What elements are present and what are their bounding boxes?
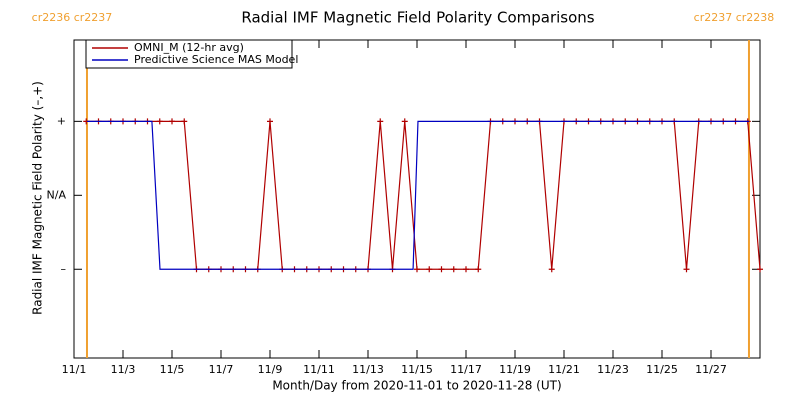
x-tick-label: 11/17 [450,363,482,376]
x-tick-label: 11/5 [160,363,185,376]
data-point [267,118,273,125]
y-tick-label: + [57,114,66,127]
data-point [401,118,408,125]
x-tick-label: 11/19 [499,363,531,376]
boundary-label: cr2236 cr2237 [32,11,113,24]
x-tick-label: 11/15 [401,363,433,376]
x-tick-label: 11/27 [695,363,727,376]
data-point [377,118,384,125]
x-tick-label: 11/3 [111,363,136,376]
data-point [169,118,175,125]
x-tick-label: 11/25 [646,363,678,376]
series-line [86,120,761,270]
x-tick-label: 11/23 [597,363,629,376]
data-point [683,266,690,273]
legend-box [85,39,293,69]
chart-title: Radial IMF Magnetic Field Polarity Compa… [241,9,594,27]
x-tick-label: 11/21 [548,363,580,376]
data-point [181,118,188,125]
legend-label: Predictive Science MAS Model [134,53,298,66]
data-point [463,266,469,273]
data-point [156,118,163,125]
y-tick-label: N/A [47,188,67,201]
x-tick-label: 11/7 [209,363,234,376]
data-point [548,266,555,273]
y-axis-label: Radial IMF Magnetic Field Polarity (–,+) [31,81,45,315]
series-line [86,120,749,270]
x-tick-label: 11/13 [352,363,384,376]
x-tick-label: 11/1 [62,363,87,376]
data-point [438,266,445,273]
x-tick-label: 11/11 [303,363,335,376]
data-point [450,266,457,273]
boundary-label: cr2237 cr2238 [694,11,775,24]
data-point [757,266,763,273]
data-point [426,266,433,273]
x-tick-label: 11/9 [258,363,283,376]
y-tick-label: – [61,262,67,275]
x-axis-label: Month/Day from 2020-11-01 to 2020-11-28 … [272,379,561,393]
data-point [475,266,482,273]
plot-frame [73,39,761,359]
legend-label: OMNI_M (12-hr avg) [134,41,244,54]
data-point [414,266,420,273]
